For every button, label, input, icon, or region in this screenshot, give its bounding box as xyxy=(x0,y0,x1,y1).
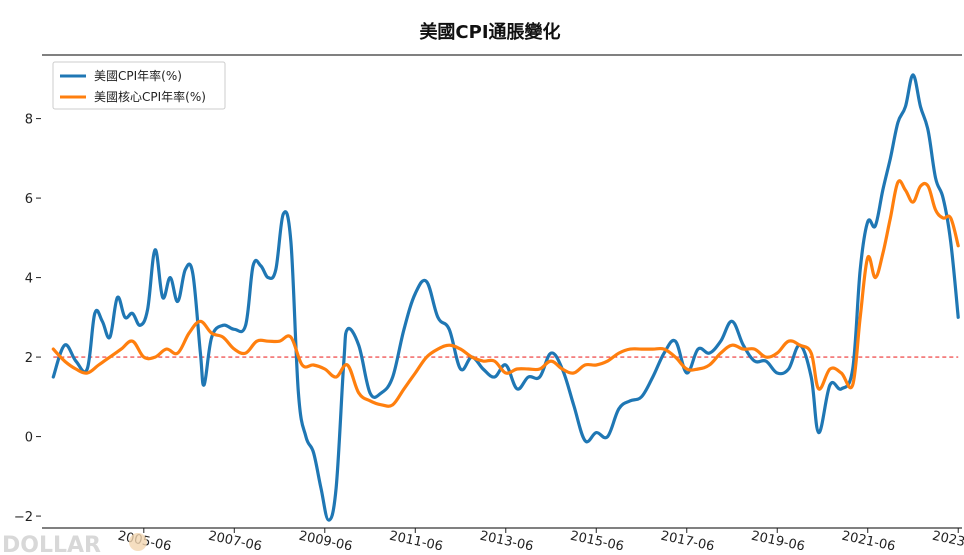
x-tick-label: 2009-06 xyxy=(297,529,353,555)
x-tick-label: 2011-06 xyxy=(388,529,444,555)
x-tick-label: 2019-06 xyxy=(750,529,806,555)
x-tick-label: 2007-06 xyxy=(207,529,263,555)
legend-label-cpi: 美國CPI年率(%) xyxy=(94,68,182,83)
y-tick-label: 0 xyxy=(25,431,33,446)
y-tick-label: 6 xyxy=(25,192,33,207)
legend-label-core-cpi: 美國核心CPI年率(%) xyxy=(94,89,206,104)
y-tick-label: 4 xyxy=(25,272,33,287)
series-group xyxy=(51,73,960,522)
y-tick-label: 2 xyxy=(25,351,33,366)
legend: 美國CPI年率(%) 美國核心CPI年率(%) xyxy=(52,61,226,110)
series-line-core-cpi xyxy=(51,179,960,408)
watermark-text: DOLLAR xyxy=(2,533,101,555)
series-line-cpi xyxy=(51,73,960,522)
x-tick-label: 2023-06 xyxy=(931,529,964,555)
x-tick-label: 2017-06 xyxy=(659,529,715,555)
legend-box xyxy=(52,61,226,110)
watermark-mark-icon xyxy=(129,533,147,551)
x-tick-label: 2013-06 xyxy=(478,529,534,555)
x-tick-label: 2015-06 xyxy=(569,529,625,555)
watermark-logo: DOLLAR xyxy=(0,528,160,555)
chart-title: 美國CPI通脹變化 xyxy=(419,21,560,43)
x-axis: 2005-062007-062009-062011-062013-062015-… xyxy=(116,528,964,555)
y-tick-label: 8 xyxy=(25,113,33,128)
y-axis: −2 0 2 4 6 8 xyxy=(14,113,41,525)
y-tick-label: −2 xyxy=(14,510,33,525)
x-tick-label: 2021-06 xyxy=(840,529,896,555)
